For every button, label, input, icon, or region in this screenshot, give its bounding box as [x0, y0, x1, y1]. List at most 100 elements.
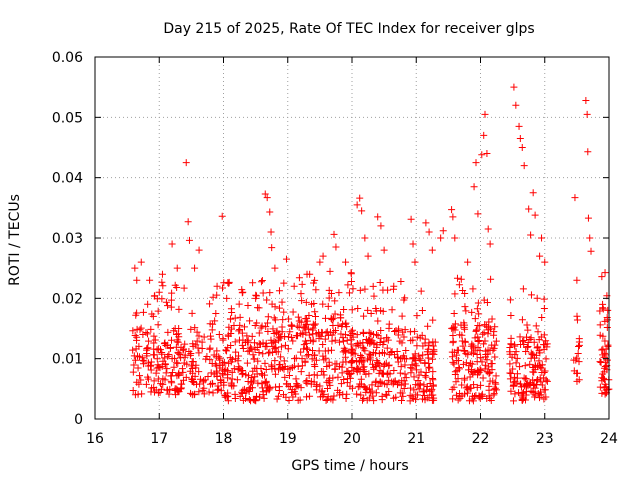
data-point — [322, 396, 330, 404]
data-point — [461, 303, 469, 311]
data-point — [167, 377, 175, 385]
data-point — [262, 339, 270, 347]
data-point — [376, 279, 384, 287]
data-point — [213, 282, 221, 290]
data-point — [230, 322, 238, 330]
data-point — [455, 357, 463, 365]
data-point — [332, 243, 340, 251]
data-point — [150, 388, 158, 396]
data-point — [512, 348, 520, 356]
x-tick-label: 16 — [86, 431, 104, 447]
data-point — [543, 377, 551, 385]
data-point — [239, 288, 247, 296]
data-point — [354, 305, 362, 313]
data-point — [520, 374, 528, 382]
data-point — [280, 308, 288, 316]
data-point — [191, 324, 199, 332]
data-point — [429, 338, 437, 346]
data-point — [337, 330, 345, 338]
data-point — [179, 345, 187, 353]
data-point — [536, 363, 544, 371]
data-point — [337, 380, 345, 388]
data-point — [423, 386, 431, 394]
data-point — [527, 334, 535, 342]
data-point — [357, 391, 365, 399]
data-point — [596, 307, 604, 315]
data-point — [341, 346, 349, 354]
data-point — [254, 304, 262, 312]
data-point — [598, 346, 606, 354]
data-point — [485, 382, 493, 390]
data-point — [424, 322, 432, 330]
data-point — [195, 368, 203, 376]
data-point — [261, 378, 269, 386]
data-point — [462, 350, 470, 358]
x-tick-label: 17 — [150, 431, 168, 447]
data-point — [374, 358, 382, 366]
data-point — [361, 384, 369, 392]
data-point — [460, 319, 468, 327]
data-point — [153, 295, 161, 303]
data-point — [343, 336, 351, 344]
data-point — [209, 389, 217, 397]
data-point — [384, 286, 392, 294]
data-point — [306, 392, 314, 400]
data-point — [524, 326, 532, 334]
data-point — [235, 300, 243, 308]
data-point — [330, 314, 338, 322]
data-point — [142, 329, 150, 337]
data-point — [285, 333, 293, 341]
data-point — [264, 319, 272, 327]
data-point — [584, 148, 592, 156]
data-point — [246, 317, 254, 325]
data-point — [164, 328, 172, 336]
data-point — [582, 96, 590, 104]
data-point — [342, 258, 350, 266]
data-point — [235, 363, 243, 371]
data-point — [478, 358, 486, 366]
data-point — [202, 355, 210, 363]
data-point — [339, 358, 347, 366]
data-point — [458, 381, 466, 389]
data-point — [181, 340, 189, 348]
data-point — [599, 370, 607, 378]
data-point — [303, 393, 311, 401]
data-point — [195, 246, 203, 254]
data-point — [356, 194, 364, 202]
data-point — [299, 330, 307, 338]
data-point — [599, 300, 607, 308]
data-point — [355, 358, 363, 366]
data-point — [407, 369, 415, 377]
data-point — [331, 297, 339, 305]
data-point — [475, 337, 483, 345]
data-point — [506, 296, 514, 304]
data-point — [248, 379, 256, 387]
data-point — [453, 367, 461, 375]
data-point — [210, 351, 218, 359]
data-point — [294, 332, 302, 340]
data-point — [264, 382, 272, 390]
data-point — [353, 201, 361, 209]
y-tick-label: 0.05 — [52, 110, 83, 126]
data-point — [459, 342, 467, 350]
data-point — [211, 317, 219, 325]
data-point — [541, 341, 549, 349]
data-point — [315, 347, 323, 355]
data-point — [174, 338, 182, 346]
data-point — [266, 348, 274, 356]
data-point — [409, 395, 417, 403]
data-point — [213, 372, 221, 380]
data-point — [413, 312, 421, 320]
data-point — [356, 339, 364, 347]
data-point — [278, 298, 286, 306]
data-point — [131, 332, 139, 340]
data-point — [270, 329, 278, 337]
data-point — [215, 331, 223, 339]
data-point — [298, 362, 306, 370]
data-point — [458, 337, 466, 345]
data-point — [601, 390, 609, 398]
data-point — [469, 344, 477, 352]
data-point — [575, 343, 583, 351]
data-point — [341, 353, 349, 361]
data-point — [601, 362, 609, 370]
